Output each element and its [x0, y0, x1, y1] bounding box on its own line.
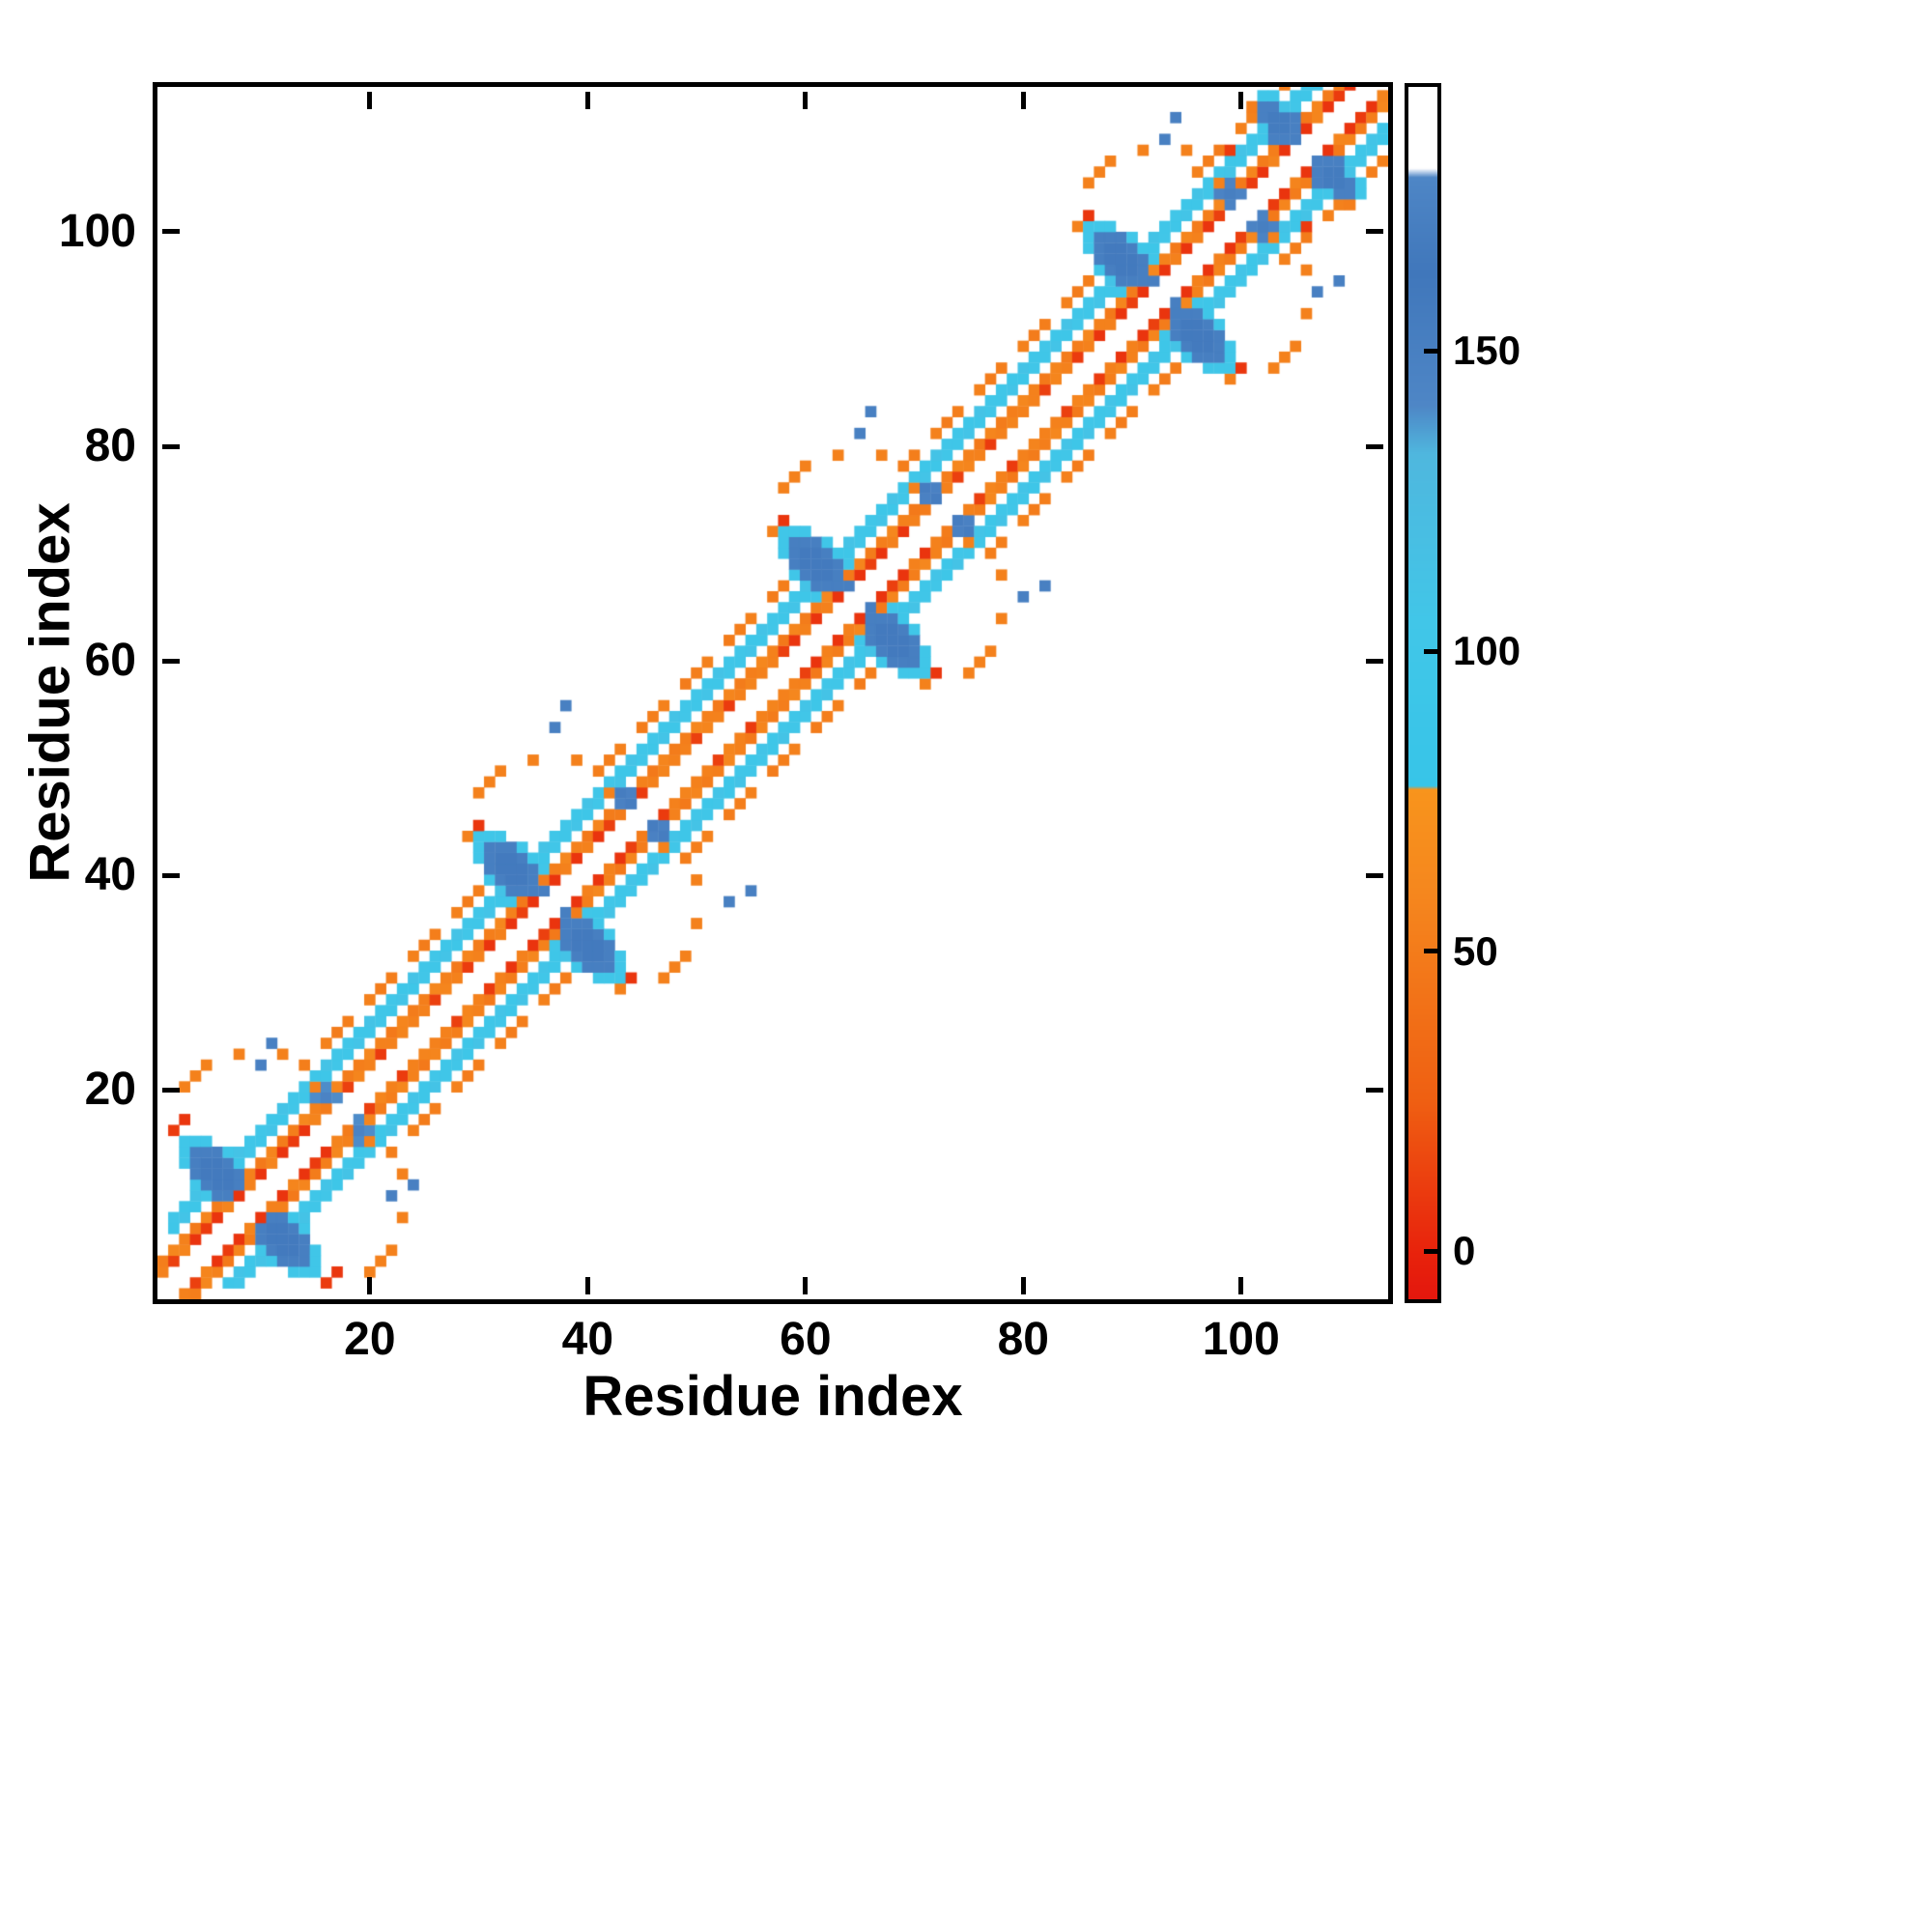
y-tick-mark-left [162, 872, 180, 878]
x-tick-label: 60 [780, 1314, 832, 1365]
x-tick-label: 20 [344, 1314, 396, 1365]
x-tick-label: 80 [997, 1314, 1049, 1365]
x-tick-mark-top [1238, 92, 1244, 109]
x-tick-mark-top [803, 92, 809, 109]
colorbar-gradient [1408, 87, 1437, 1299]
x-axis-title: Residue index [582, 1365, 963, 1428]
x-tick-mark-top [367, 92, 373, 109]
colorbar-tick-mark [1424, 648, 1437, 654]
y-tick-label: 100 [58, 205, 136, 257]
contact-map-heatmap [157, 87, 1388, 1299]
x-tick-label: 40 [561, 1314, 614, 1365]
y-tick-mark-left [162, 443, 180, 449]
y-tick-mark-left [162, 658, 180, 664]
x-tick-mark-bottom [803, 1277, 809, 1294]
y-tick-mark-right [1366, 658, 1383, 664]
y-tick-label: 20 [84, 1064, 136, 1116]
y-tick-label: 40 [84, 849, 136, 901]
colorbar-tick-mark [1424, 949, 1437, 954]
colorbar-tick-label: 0 [1453, 1228, 1476, 1274]
y-tick-mark-left [162, 1087, 180, 1093]
x-tick-mark-top [1020, 92, 1026, 109]
x-tick-mark-bottom [367, 1277, 373, 1294]
y-tick-mark-right [1366, 872, 1383, 878]
x-tick-mark-bottom [1238, 1277, 1244, 1294]
colorbar-tick-label: 50 [1453, 927, 1498, 974]
colorbar-tick-mark [1424, 1248, 1437, 1254]
y-tick-label: 80 [84, 420, 136, 472]
y-tick-label: 60 [84, 635, 136, 687]
x-tick-label: 100 [1202, 1314, 1280, 1365]
x-tick-mark-bottom [584, 1277, 590, 1294]
colorbar-tick-mark [1424, 348, 1437, 354]
x-tick-mark-top [584, 92, 590, 109]
y-tick-mark-right [1366, 229, 1383, 235]
x-tick-mark-bottom [1020, 1277, 1026, 1294]
y-tick-mark-right [1366, 443, 1383, 449]
y-axis-title: Residue index [18, 502, 82, 883]
y-tick-mark-right [1366, 1087, 1383, 1093]
colorbar-tick-label: 100 [1453, 628, 1521, 673]
y-tick-mark-left [162, 229, 180, 235]
colorbar-tick-label: 150 [1453, 327, 1521, 374]
